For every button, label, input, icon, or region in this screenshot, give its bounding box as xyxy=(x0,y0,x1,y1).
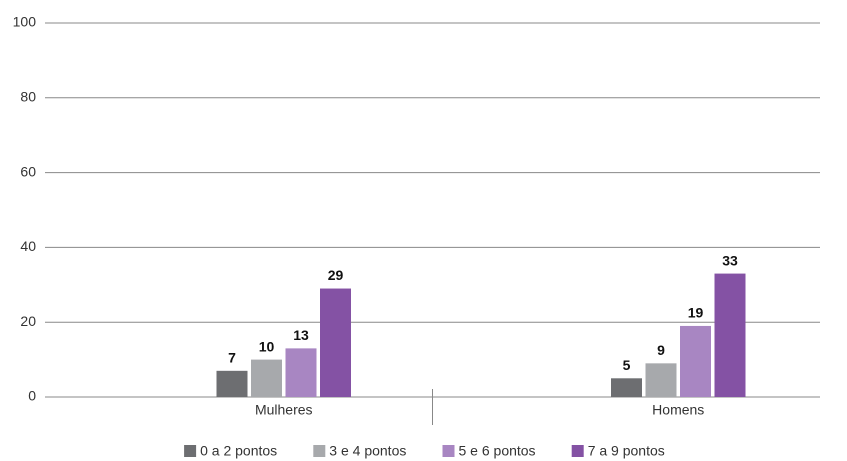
bar xyxy=(251,359,282,397)
bar xyxy=(216,370,248,397)
bar xyxy=(285,348,317,397)
value-label: 10 xyxy=(259,338,275,354)
bar xyxy=(320,288,351,397)
bar xyxy=(680,325,711,397)
legend-swatch xyxy=(313,445,326,457)
y-tick-label: 60 xyxy=(20,163,36,179)
value-label: 5 xyxy=(623,357,631,373)
legend-label: 5 e 6 pontos xyxy=(459,443,536,459)
bar xyxy=(611,378,642,397)
y-tick-label: 40 xyxy=(20,238,36,254)
bar xyxy=(714,273,746,397)
y-tick-label: 0 xyxy=(28,388,36,404)
legend-label: 3 e 4 pontos xyxy=(329,443,406,459)
value-label: 19 xyxy=(688,305,704,321)
bar xyxy=(645,363,677,397)
legend-label: 7 a 9 pontos xyxy=(588,443,665,459)
x-tick-label: Homens xyxy=(652,402,704,418)
y-tick-label: 80 xyxy=(20,89,36,105)
legend-label: 0 a 2 pontos xyxy=(200,443,277,459)
x-tick-label: Mulheres xyxy=(255,402,313,418)
value-label: 13 xyxy=(293,327,309,343)
legend-swatch xyxy=(184,445,197,457)
value-label: 29 xyxy=(328,267,344,283)
y-tick-label: 20 xyxy=(20,313,36,329)
value-label: 9 xyxy=(657,342,665,358)
legend-swatch xyxy=(571,445,584,457)
value-label: 7 xyxy=(228,350,236,366)
legend-swatch xyxy=(442,445,455,457)
y-tick-label: 100 xyxy=(13,14,37,30)
value-label: 33 xyxy=(722,252,738,268)
